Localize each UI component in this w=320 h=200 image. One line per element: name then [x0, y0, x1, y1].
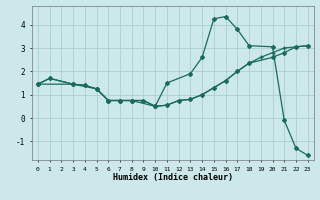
X-axis label: Humidex (Indice chaleur): Humidex (Indice chaleur): [113, 173, 233, 182]
